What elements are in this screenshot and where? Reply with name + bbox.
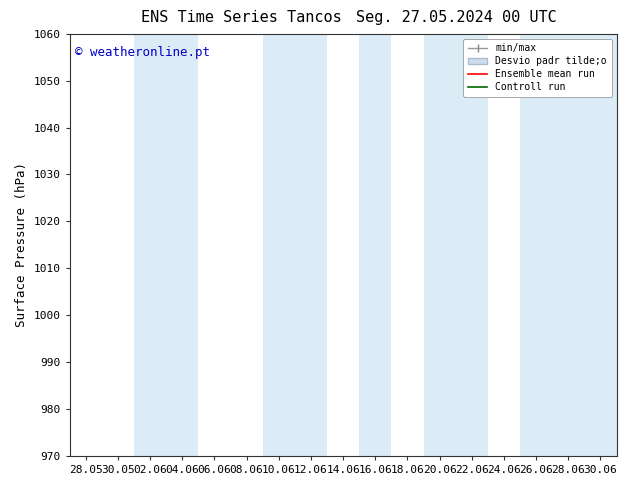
Y-axis label: Surface Pressure (hPa): Surface Pressure (hPa) xyxy=(15,162,28,327)
Text: Seg. 27.05.2024 00 UTC: Seg. 27.05.2024 00 UTC xyxy=(356,10,557,25)
Bar xyxy=(424,34,488,456)
Text: ENS Time Series Tancos: ENS Time Series Tancos xyxy=(141,10,341,25)
Bar xyxy=(585,34,617,456)
Bar xyxy=(520,34,585,456)
Legend: min/max, Desvio padr tilde;o, Ensemble mean run, Controll run: min/max, Desvio padr tilde;o, Ensemble m… xyxy=(463,39,612,97)
Text: © weatheronline.pt: © weatheronline.pt xyxy=(75,47,210,59)
Bar xyxy=(359,34,391,456)
Bar xyxy=(134,34,198,456)
Bar xyxy=(262,34,327,456)
